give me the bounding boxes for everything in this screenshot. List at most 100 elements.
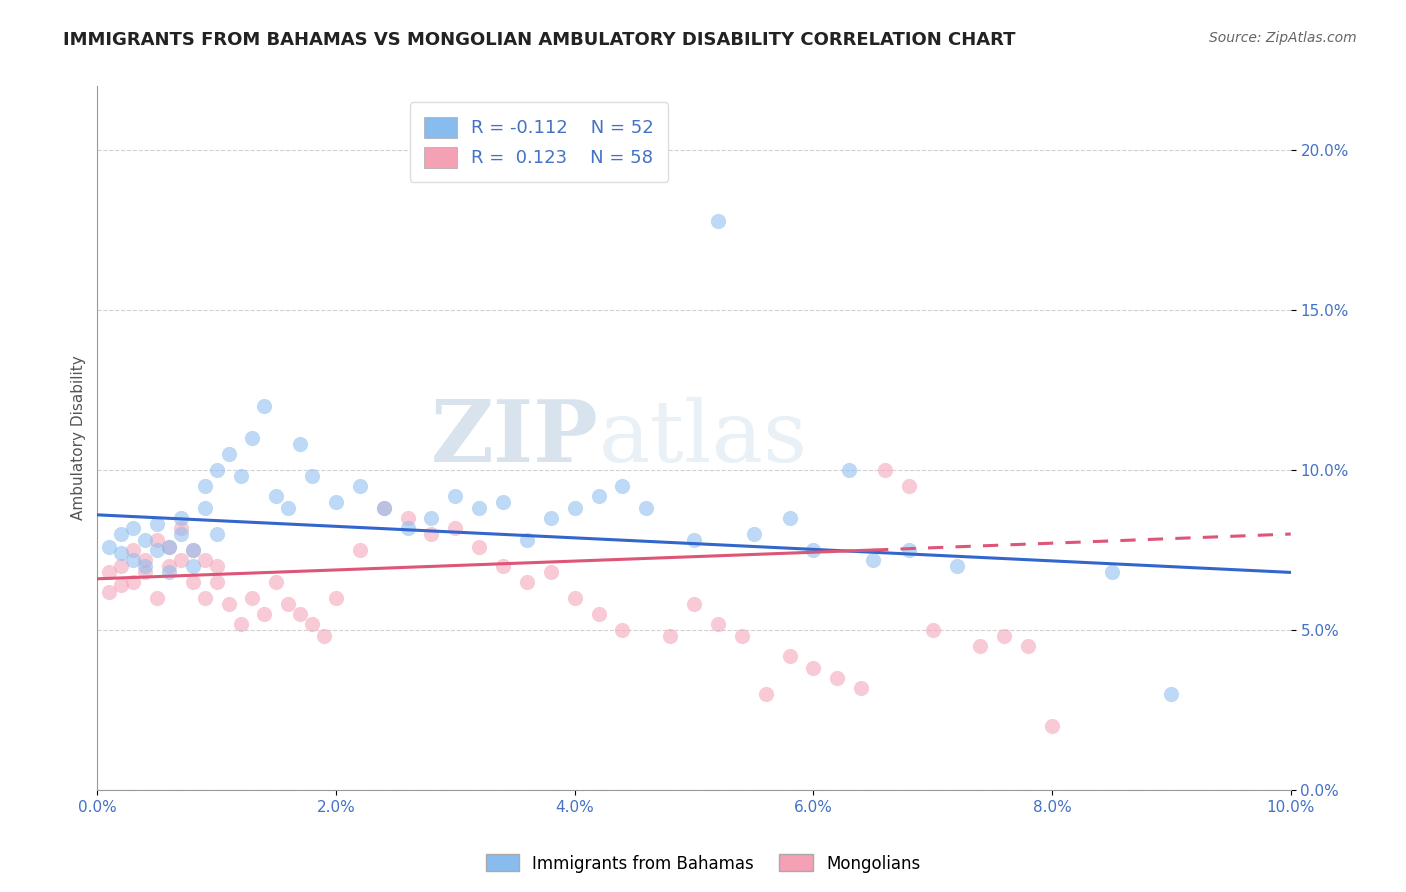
Point — [325, 591, 347, 605]
Point — [779, 648, 801, 663]
Point — [266, 574, 288, 589]
Point — [468, 501, 491, 516]
Point — [290, 437, 312, 451]
Point — [731, 629, 754, 643]
Point — [146, 533, 169, 548]
Point — [134, 533, 156, 548]
Point — [897, 543, 920, 558]
Text: atlas: atlas — [599, 397, 807, 480]
Point — [134, 559, 156, 574]
Text: Source: ZipAtlas.com: Source: ZipAtlas.com — [1209, 31, 1357, 45]
Point — [707, 213, 730, 227]
Point — [181, 543, 204, 558]
Point — [157, 559, 180, 574]
Point — [205, 463, 228, 477]
Point — [242, 431, 264, 445]
Point — [205, 574, 228, 589]
Point — [134, 552, 156, 566]
Point — [146, 517, 169, 532]
Point — [290, 607, 312, 621]
Point — [218, 598, 240, 612]
Point — [755, 687, 778, 701]
Point — [849, 681, 872, 695]
Point — [373, 501, 395, 516]
Point — [266, 489, 288, 503]
Point — [181, 559, 204, 574]
Point — [1040, 719, 1063, 733]
Point — [122, 574, 145, 589]
Point — [612, 623, 634, 637]
Point — [110, 546, 132, 560]
Point — [194, 552, 217, 566]
Point — [277, 598, 299, 612]
Point — [873, 463, 896, 477]
Point — [194, 501, 217, 516]
Point — [146, 543, 169, 558]
Point — [229, 616, 252, 631]
Point — [838, 463, 860, 477]
Point — [301, 616, 323, 631]
Text: IMMIGRANTS FROM BAHAMAS VS MONGOLIAN AMBULATORY DISABILITY CORRELATION CHART: IMMIGRANTS FROM BAHAMAS VS MONGOLIAN AMB… — [63, 31, 1015, 49]
Point — [707, 616, 730, 631]
Point — [803, 543, 825, 558]
Point — [349, 479, 371, 493]
Point — [194, 479, 217, 493]
Point — [277, 501, 299, 516]
Point — [314, 629, 336, 643]
Point — [862, 552, 884, 566]
Point — [945, 559, 967, 574]
Point — [146, 591, 169, 605]
Point — [205, 527, 228, 541]
Point — [229, 469, 252, 483]
Point — [993, 629, 1015, 643]
Point — [170, 552, 193, 566]
Point — [636, 501, 658, 516]
Point — [98, 566, 121, 580]
Point — [825, 671, 848, 685]
Point — [122, 552, 145, 566]
Point — [122, 543, 145, 558]
Point — [420, 511, 443, 525]
Point — [98, 540, 121, 554]
Point — [492, 495, 515, 509]
Point — [492, 559, 515, 574]
Point — [588, 607, 610, 621]
Point — [157, 566, 180, 580]
Point — [181, 574, 204, 589]
Point — [444, 521, 467, 535]
Point — [194, 591, 217, 605]
Point — [134, 566, 156, 580]
Point — [969, 639, 991, 653]
Point — [612, 479, 634, 493]
Y-axis label: Ambulatory Disability: Ambulatory Disability — [72, 356, 86, 520]
Point — [218, 447, 240, 461]
Point — [253, 399, 276, 413]
Point — [373, 501, 395, 516]
Point — [897, 479, 920, 493]
Point — [396, 511, 419, 525]
Point — [157, 540, 180, 554]
Point — [564, 501, 586, 516]
Point — [683, 598, 706, 612]
Point — [181, 543, 204, 558]
Point — [588, 489, 610, 503]
Point — [468, 540, 491, 554]
Point — [516, 574, 538, 589]
Point — [742, 527, 765, 541]
Point — [1101, 566, 1123, 580]
Point — [98, 584, 121, 599]
Point — [253, 607, 276, 621]
Point — [170, 511, 193, 525]
Point — [779, 511, 801, 525]
Point — [420, 527, 443, 541]
Point — [1017, 639, 1039, 653]
Point — [803, 661, 825, 675]
Point — [157, 540, 180, 554]
Point — [396, 521, 419, 535]
Point — [444, 489, 467, 503]
Point — [205, 559, 228, 574]
Legend: R = -0.112    N = 52, R =  0.123    N = 58: R = -0.112 N = 52, R = 0.123 N = 58 — [409, 103, 668, 182]
Point — [242, 591, 264, 605]
Point — [683, 533, 706, 548]
Point — [325, 495, 347, 509]
